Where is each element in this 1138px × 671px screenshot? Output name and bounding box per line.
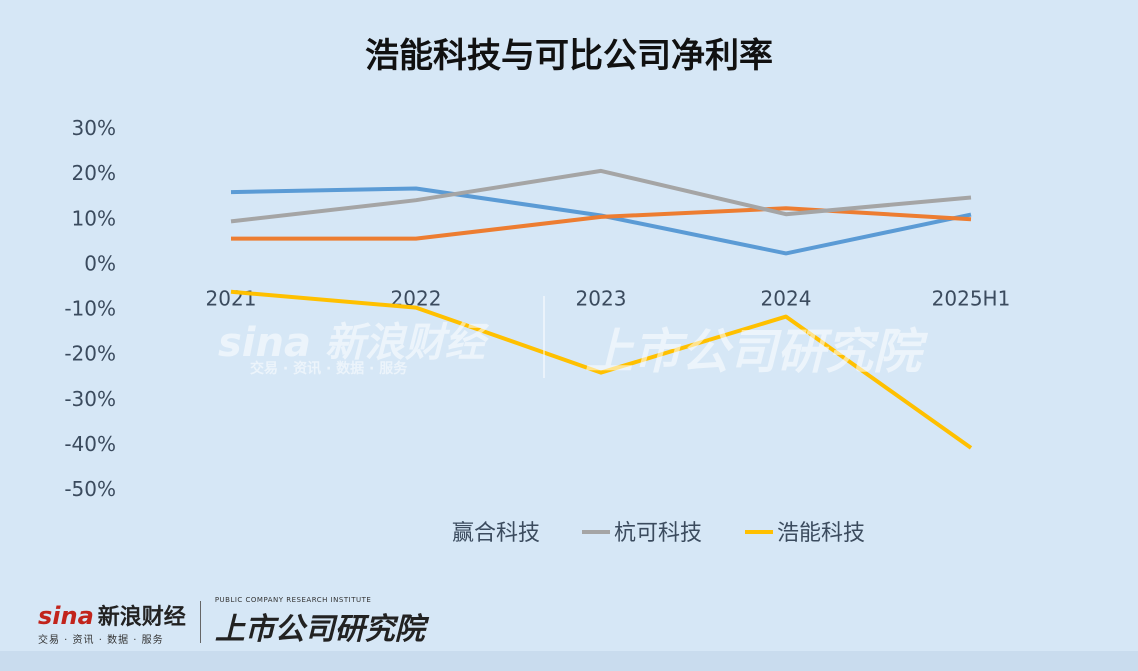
legend-label: 赢合科技 — [452, 521, 540, 546]
y-tick-label: -40% — [64, 432, 116, 456]
x-tick-label: 2024 — [761, 286, 812, 310]
legend-label: 杭可科技 — [614, 521, 702, 546]
y-axis-ticks: 30% 20% 10% 0% -10% -20% -30% -40% -50% — [64, 116, 116, 501]
brand-logo: sina 新浪财经 交易 · 资讯 · 数据 · 服务 PUBLIC COMPAN… — [38, 596, 425, 648]
x-axis-ticks: 2021 2022 2023 2024 2025H1 — [206, 286, 1011, 310]
watermark-institute: 上市公司研究院 — [585, 324, 922, 380]
series-line-2 — [230, 168, 972, 224]
y-tick-label: -20% — [64, 342, 116, 366]
watermark-sina-sub: 交易 · 资讯 · 数据 · 服务 — [250, 361, 408, 377]
bottom-strip — [0, 651, 1138, 671]
y-tick-label: 20% — [72, 161, 116, 185]
series-lines — [230, 168, 973, 450]
y-tick-label: -10% — [64, 297, 116, 321]
watermark-sina: sina 新浪财经 — [218, 320, 485, 366]
series-line-0 — [230, 186, 972, 256]
y-tick-label: 0% — [84, 251, 116, 275]
x-tick-label: 2023 — [576, 286, 627, 310]
legend: 赢合科技 杭可科技 浩能科技 — [452, 521, 865, 546]
x-tick-label: 2025H1 — [932, 286, 1011, 310]
y-tick-label: -50% — [64, 477, 116, 501]
brand-separator — [199, 601, 201, 643]
sina-logo: sina 新浪财经 交易 · 资讯 · 数据 · 服务 — [38, 601, 186, 646]
chart-title: 浩能科技与可比公司净利率 — [365, 36, 773, 76]
series-line-1 — [231, 206, 972, 241]
y-tick-label: -30% — [64, 387, 116, 411]
watermark-separator — [543, 296, 545, 378]
y-tick-label: 10% — [72, 206, 116, 230]
legend-label: 浩能科技 — [777, 521, 865, 546]
x-tick-label: 2021 — [206, 286, 257, 310]
institute-logo: PUBLIC COMPANY RESEARCH INSTITUTE 上市公司研究… — [214, 596, 425, 647]
y-tick-label: 30% — [72, 116, 116, 140]
series-line-3 — [230, 289, 973, 450]
